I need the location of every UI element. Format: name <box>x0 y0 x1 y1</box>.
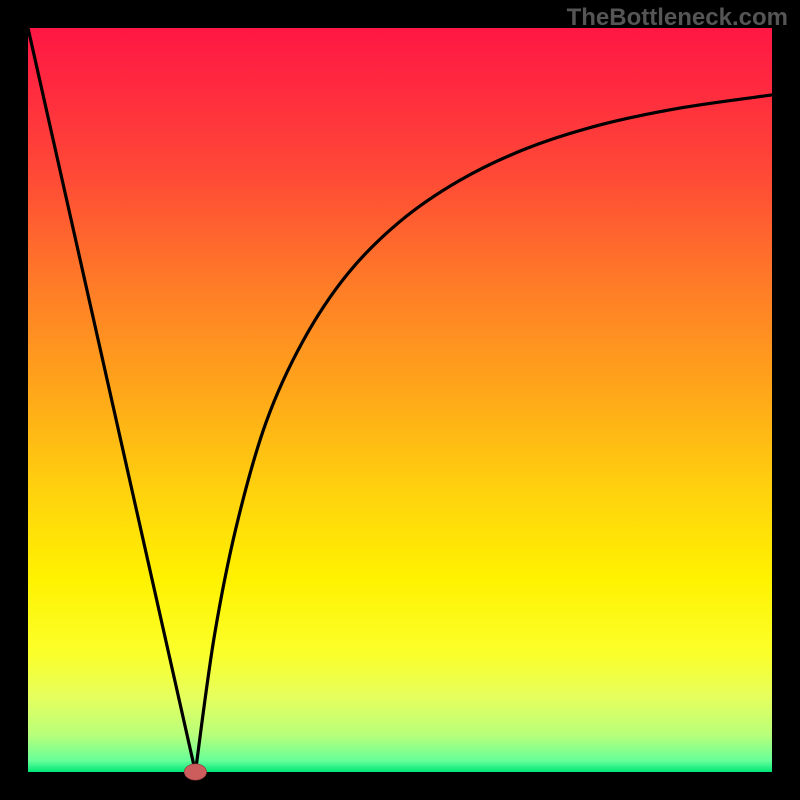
plot-svg <box>0 0 800 800</box>
watermark-text: TheBottleneck.com <box>567 4 788 32</box>
figure-root: TheBottleneck.com <box>0 0 800 800</box>
minimum-marker <box>184 764 206 780</box>
plot-area-gradient <box>28 28 772 772</box>
